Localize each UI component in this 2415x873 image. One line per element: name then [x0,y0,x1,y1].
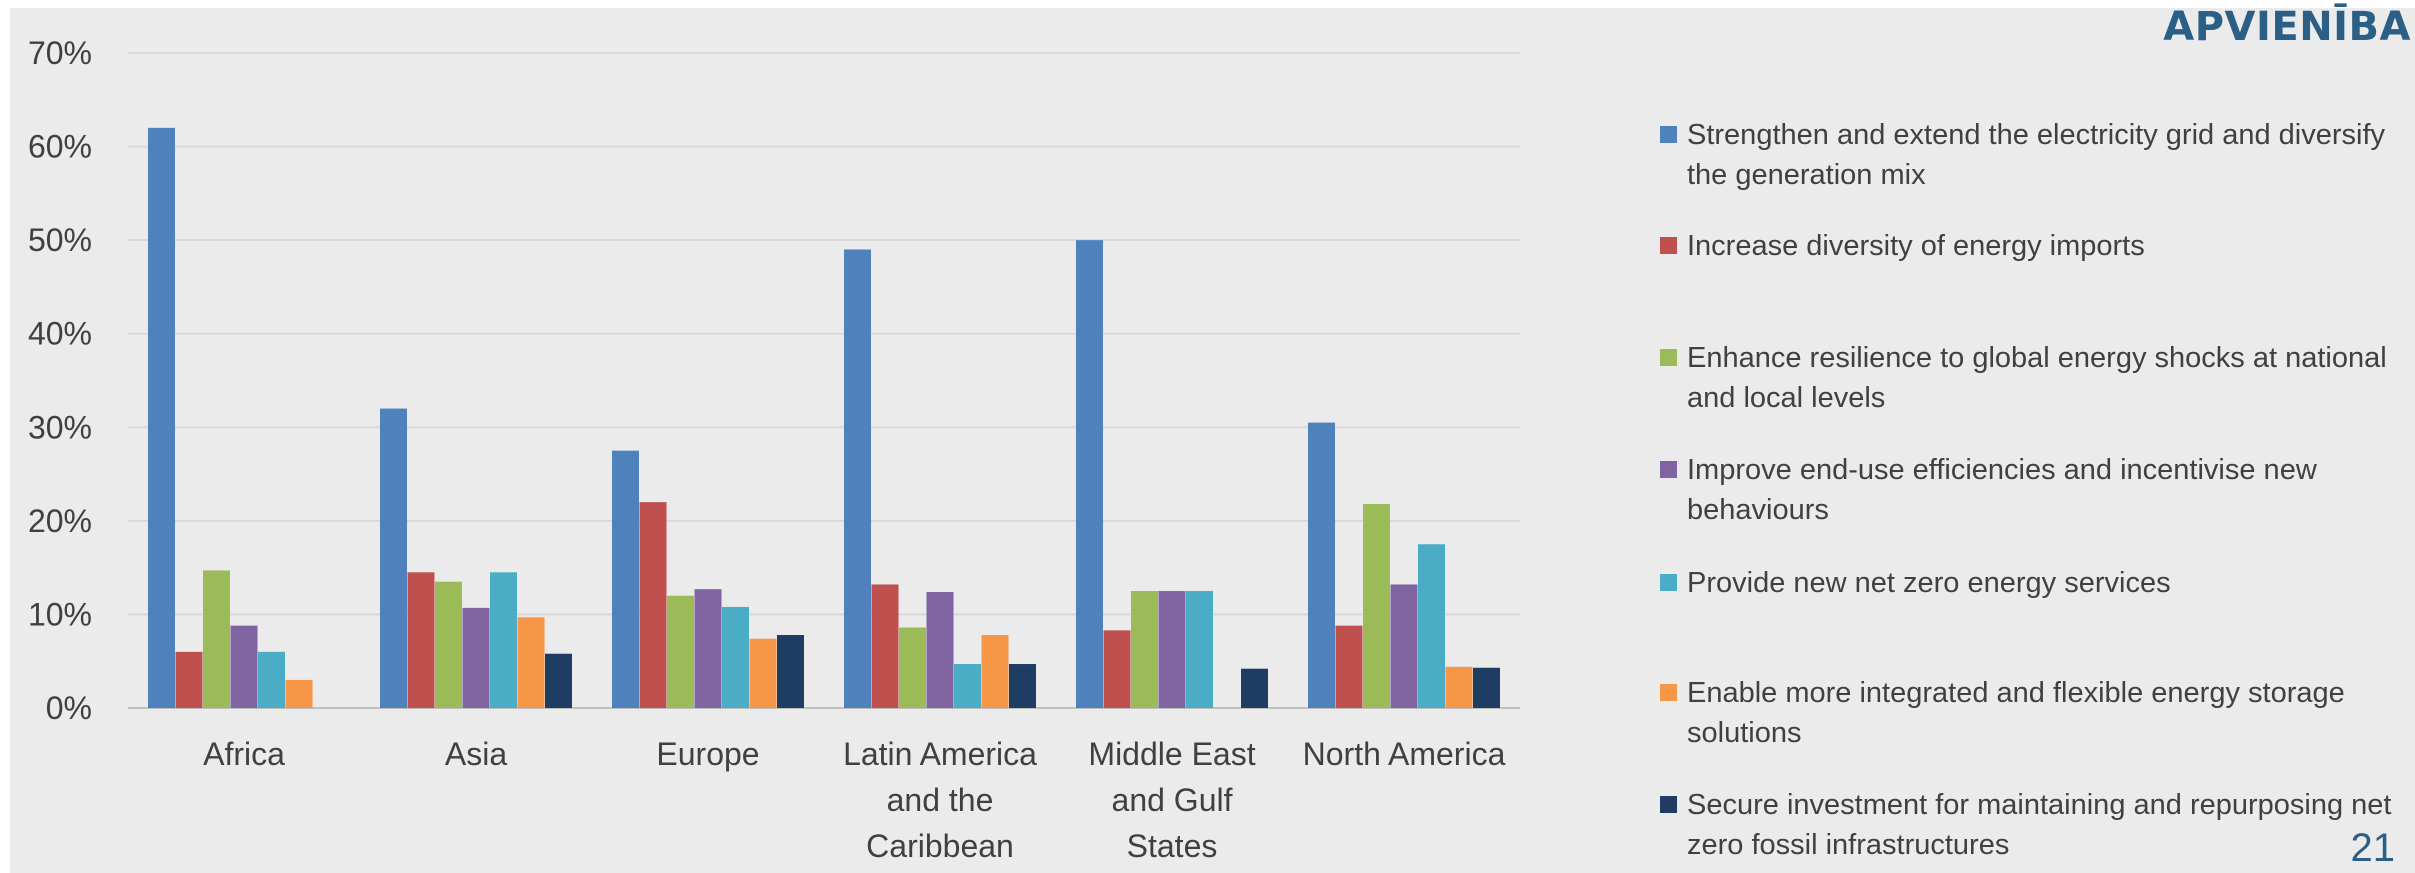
x-category-label: North America [1303,736,1506,772]
bar [981,635,1009,708]
bar [490,572,517,708]
bar [175,651,203,708]
slide: APVIENĪBA 0% 10% 20% 30% 40% 50% 60% 70% Africa A… [10,4,2415,873]
x-category-label: Caribbean [866,828,1014,864]
legend-label: Enable more integrated and flexible ener… [1687,677,2345,749]
x-category-label: Middle East [1088,736,1255,772]
bar [871,584,899,708]
bar [258,651,285,708]
bar [694,589,722,708]
bar [285,679,313,708]
bar [435,581,462,708]
legend-label: Provide new net zero energy services [1687,567,2171,599]
legend-label: Improve end-use efficiencies and incenti… [1687,454,2317,526]
x-category-label: Latin America [843,736,1037,772]
bar [1131,591,1158,708]
x-category-label: Africa [203,736,285,772]
bar [380,408,407,708]
bar [777,635,804,708]
bar [1241,668,1268,708]
bar [1418,544,1445,708]
legend-label: Enhance resilience to global energy shoc… [1687,342,2387,414]
legend-swatch [1660,237,1677,254]
bar [545,653,572,708]
bar [1186,591,1213,708]
legend-swatch [1660,349,1677,366]
x-category-label: States [1127,828,1218,864]
x-category-label: and Gulf [1112,782,1233,818]
bar [749,638,777,708]
bar [1473,667,1500,708]
bar [722,606,749,708]
y-tick-label: 20% [28,503,92,539]
legend-swatch [1660,461,1677,478]
bar [1390,584,1418,708]
y-tick-label: 60% [28,129,92,165]
bar [148,127,175,709]
y-tick-label: 40% [28,316,92,352]
legend-swatch [1660,126,1677,143]
x-category-label: Europe [656,736,759,772]
bar [407,572,435,708]
bar [1158,591,1186,708]
bar [639,502,667,708]
bar [1445,666,1473,708]
bar [1076,240,1103,708]
bar [230,625,258,708]
bar [1009,664,1036,708]
page-number: 21 [2350,826,2396,870]
bar [926,591,954,708]
bar [1103,630,1131,708]
bar [844,249,871,708]
legend-swatch [1660,684,1677,701]
y-tick-label: 10% [28,596,92,632]
y-tick-label: 30% [28,409,92,445]
legend-label: Increase diversity of energy imports [1687,230,2145,262]
bar [1308,422,1335,708]
brand-logo-text: APVIENĪBA [2163,4,2411,50]
bar [203,570,230,708]
bar [1363,504,1390,708]
legend-swatch [1660,796,1677,813]
legend-label: Secure investment for maintaining and re… [1687,789,2392,861]
legend-swatch [1660,574,1677,591]
bar [899,627,926,708]
bar [462,607,490,708]
bar [1335,625,1363,708]
x-category-label: and the [887,782,994,818]
y-tick-label: 70% [28,35,92,71]
bar [667,595,694,708]
y-tick-label: 50% [28,222,92,258]
grouped-bar-chart: 0% 10% 20% 30% 40% 50% 60% 70% Africa Asia Europe L… [28,35,1520,864]
legend-label: Strengthen and extend the electricity gr… [1687,119,2386,191]
x-category-label: Asia [445,736,507,772]
bar [954,664,981,708]
y-tick-label: 0% [46,690,92,726]
bar [517,617,545,708]
bar [612,450,639,708]
